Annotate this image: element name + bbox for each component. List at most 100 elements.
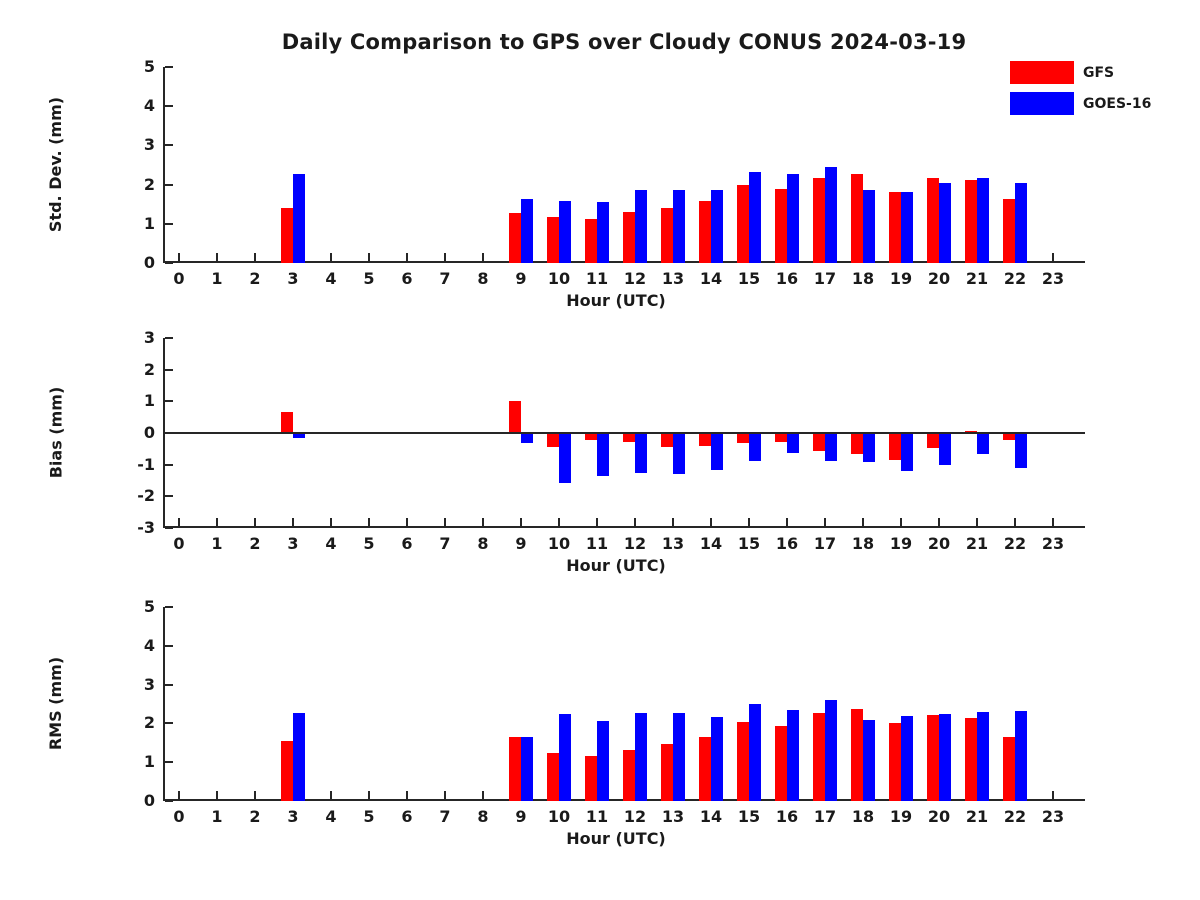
x-tick-label: 19 [889,807,913,826]
x-tick-label: 18 [851,534,875,553]
bar-gfs-h22 [1003,736,1015,801]
bar-goes-16-h3 [293,173,305,263]
bar-goes-16-h12 [635,433,647,473]
chart-title: Daily Comparison to GPS over Cloudy CONU… [281,30,967,54]
bar-gfs-h11 [585,219,597,263]
bar-gfs-h16 [775,188,787,263]
y-tick-label: 3 [143,135,155,155]
bar-gfs-h11 [585,433,597,440]
legend-item-gfs: GFS [1010,61,1151,84]
panel-bias: 3 2 1 0 -1 -2 -3 0 1 2 3 4 5 6 7 8 9 10 11 12 13 14 15 16 17 18 19… [47,328,1085,575]
x-tick-label: 0 [173,269,185,288]
y-axis-label: Bias (mm) [43,338,69,526]
x-tick [368,518,370,526]
x-tick-label: 17 [813,269,837,288]
x-tick [330,253,332,261]
x-tick-label: 12 [623,534,647,553]
x-tick [216,791,218,799]
x-tick-label: 4 [325,807,337,826]
bar-gfs-h3 [281,208,293,263]
bar-goes-16-h13 [673,713,685,801]
legend-label-goes16: GOES-16 [1083,95,1152,112]
x-tick-label: 14 [699,269,723,288]
x-tick-label: 13 [661,534,685,553]
x-tick-label: 13 [661,807,685,826]
y-tick-label: 0 [143,791,155,810]
bar-gfs-h17 [813,433,825,452]
y-tick-label: -3 [137,518,155,537]
x-tick-label: 11 [585,269,609,288]
x-tick [558,518,560,526]
x-tick [482,253,484,261]
y-axis-label-text: Bias (mm) [46,386,66,478]
bar-goes-16-h21 [977,711,989,801]
x-tick-label: 6 [401,534,413,553]
bar-gfs-h14 [699,736,711,801]
x-tick-label: 17 [813,807,837,826]
x-tick-label: 12 [623,269,647,288]
bar-gfs-h17 [813,712,825,801]
bar-goes-16-h20 [939,183,951,263]
x-tick-label: 2 [249,807,261,826]
bar-gfs-h21 [965,430,977,433]
bar-gfs-h22 [1003,199,1015,263]
x-tick [938,518,940,526]
bar-gfs-h15 [737,722,749,801]
x-tick-label: 15 [737,269,761,288]
bar-goes-16-h22 [1015,433,1027,469]
bar-gfs-h10 [547,433,559,448]
x-tick-label: 1 [211,807,223,826]
bar-goes-16-h16 [787,173,799,263]
bar-goes-16-h14 [711,190,723,263]
bar-gfs-h12 [623,749,635,801]
x-tick-label: 2 [249,269,261,288]
y-tick [165,527,173,529]
x-tick [254,791,256,799]
x-tick-label: 2 [249,534,261,553]
x-tick [824,518,826,526]
x-tick-label: 6 [401,269,413,288]
x-tick [596,518,598,526]
legend-item-goes16: GOES-16 [1010,92,1151,115]
bar-goes-16-h21 [977,178,989,263]
bar-goes-16-h3 [293,712,305,801]
bar-gfs-h18 [851,433,863,454]
x-tick-label: 10 [547,534,571,553]
y-tick [165,183,173,186]
goes16-color-swatch [1010,92,1074,115]
x-tick-label: 16 [775,269,799,288]
bar-gfs-h16 [775,726,787,801]
x-tick-label: 8 [477,807,489,826]
y-tick-label: 5 [143,597,155,616]
y-tick-label: 3 [143,328,155,347]
x-tick [368,791,370,799]
x-tick [216,253,218,261]
x-tick-label: 19 [889,534,913,553]
x-tick-label: 21 [965,807,989,826]
y-tick [165,606,173,608]
bar-goes-16-h13 [673,433,685,474]
bar-goes-16-h22 [1015,710,1027,801]
y-tick-label: -1 [137,454,155,474]
y-tick-label: 5 [143,57,155,76]
x-tick-label: 0 [173,807,185,826]
x-tick-label: 4 [325,534,337,553]
bar-goes-16-h9 [521,199,533,263]
x-tick [216,518,218,526]
bar-gfs-h19 [889,433,901,460]
legend-label-gfs: GFS [1083,64,1115,81]
y-tick [165,722,173,725]
x-tick-label: 14 [699,534,723,553]
x-tick [786,518,788,526]
x-tick-label: 23 [1041,269,1065,288]
x-tick-label: 6 [401,807,413,826]
panel-rms: 0 1 2 3 4 5 0 1 2 3 4 5 6 7 8 9 10 11 12 13 14 15 16 17 18 19 20 21… [47,597,1085,848]
bar-goes-16-h15 [749,433,761,462]
x-tick-label: 9 [515,534,527,553]
bar-goes-16-h16 [787,710,799,801]
bar-goes-16-h17 [825,433,837,461]
x-tick-label: 12 [623,807,647,826]
x-tick [292,518,294,526]
x-tick-label: 21 [965,269,989,288]
y-tick [165,800,173,802]
